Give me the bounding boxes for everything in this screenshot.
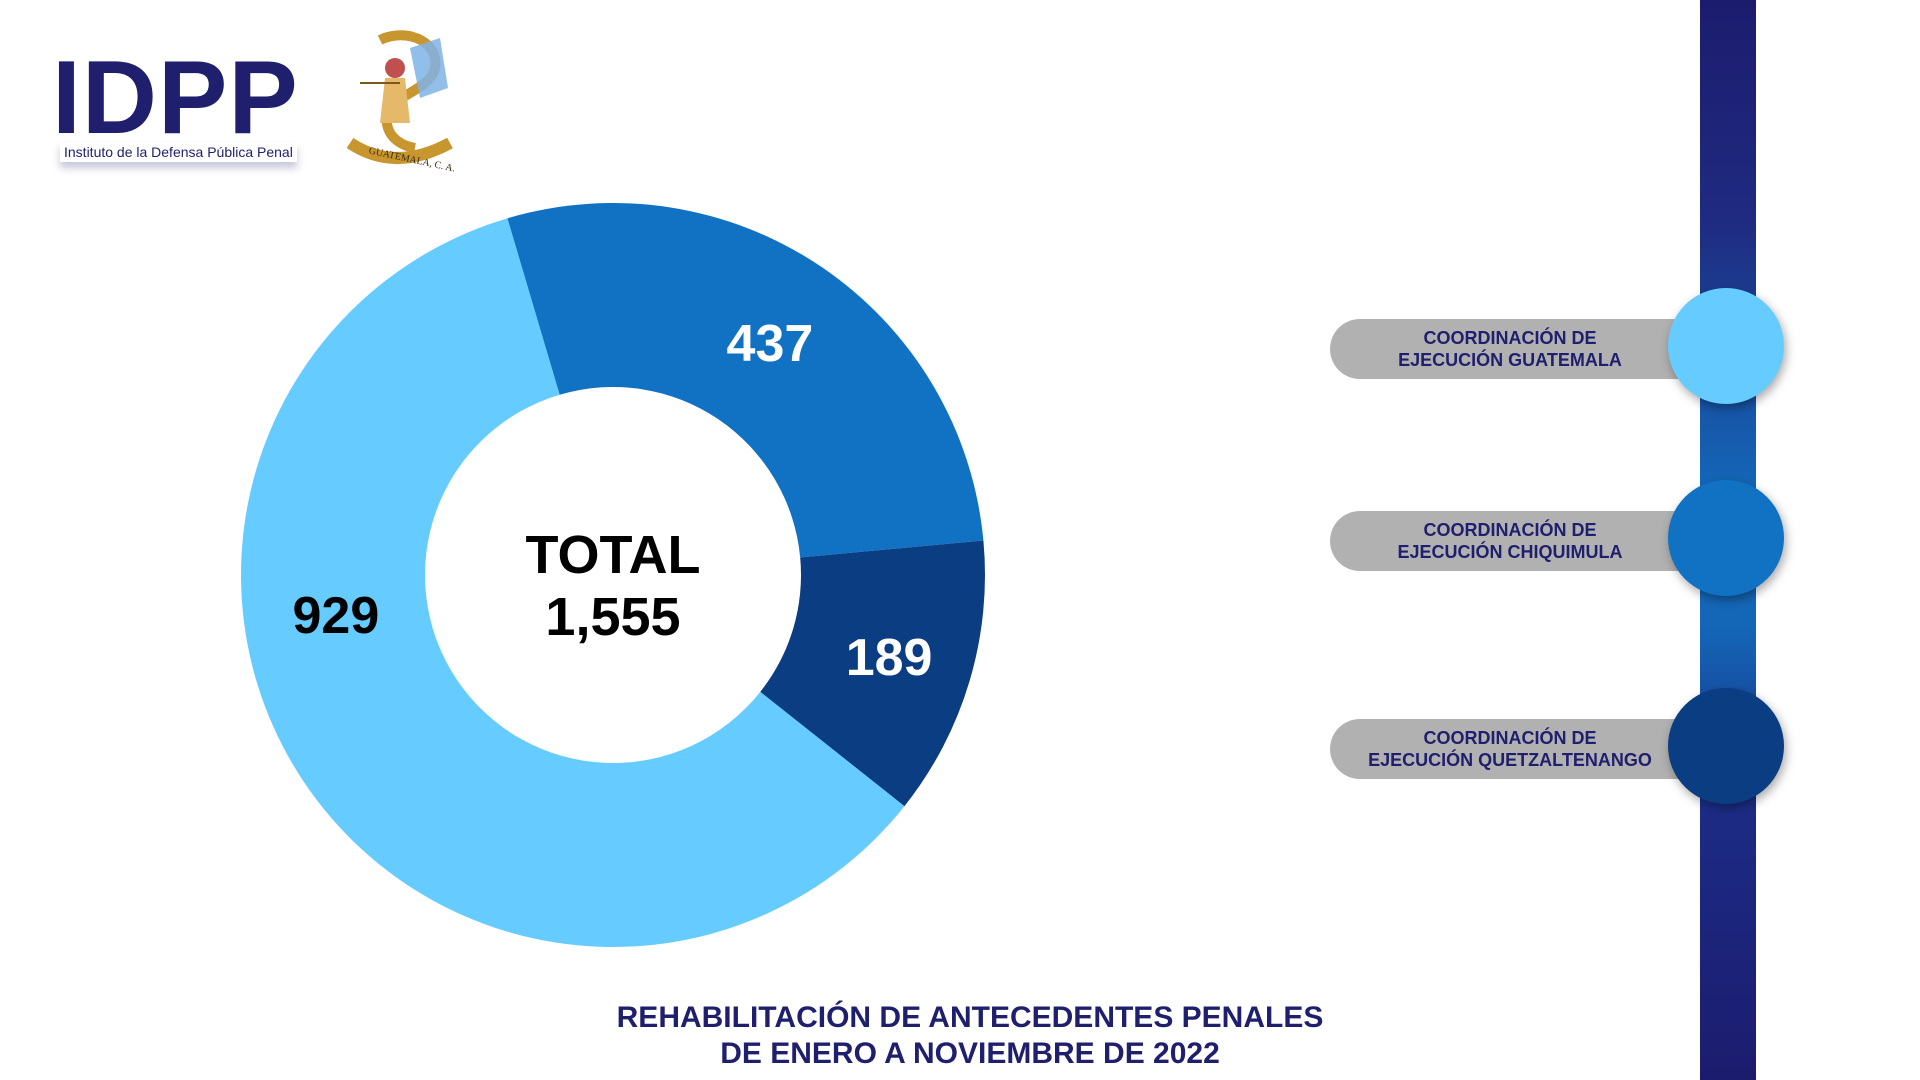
logo: IDPP Instituto de la Defensa Pública Pen… xyxy=(52,46,472,176)
legend-pill: COORDINACIÓN DE EJECUCIÓN CHIQUIMULA xyxy=(1330,511,1710,571)
legend-item-guatemala: COORDINACIÓN DE EJECUCIÓN GUATEMALA xyxy=(1330,288,1790,408)
value-label-guatemala: 929 xyxy=(292,587,379,645)
chart-title-line-2: DE ENERO A NOVIEMBRE DE 2022 xyxy=(720,1037,1220,1070)
chart-title-line-1: REHABILITACIÓN DE ANTECEDENTES PENALES xyxy=(616,1001,1324,1034)
legend-label-line-1: COORDINACIÓN DE xyxy=(1423,520,1597,540)
legend-label-line-2: EJECUCIÓN GUATEMALA xyxy=(1398,350,1622,370)
total-label: TOTAL xyxy=(526,525,701,585)
slice-quetzaltenango xyxy=(760,540,985,807)
legend-label-line-1: COORDINACIÓN DE xyxy=(1423,328,1597,348)
legend-swatch-guatemala xyxy=(1668,288,1784,404)
institution-seal-icon: GUATEMALA, C. A. xyxy=(346,30,456,175)
value-label-chiquimula: 437 xyxy=(727,315,814,373)
legend-label-line-2: EJECUCIÓN QUETZALTENANGO xyxy=(1368,750,1652,770)
legend-label-line-1: COORDINACIÓN DE xyxy=(1423,728,1597,748)
legend-swatch-chiquimula xyxy=(1668,480,1784,596)
slice-guatemala xyxy=(240,218,905,948)
logo-subtitle: Instituto de la Defensa Pública Penal xyxy=(60,142,297,162)
legend-label-line-2: EJECUCIÓN CHIQUIMULA xyxy=(1397,542,1623,562)
legend-pill: COORDINACIÓN DE EJECUCIÓN GUATEMALA xyxy=(1330,319,1710,379)
legend-pill: COORDINACIÓN DE EJECUCIÓN QUETZALTENANGO xyxy=(1330,719,1710,779)
total-value: 1,555 xyxy=(545,587,680,647)
legend-item-chiquimula: COORDINACIÓN DE EJECUCIÓN CHIQUIMULA xyxy=(1330,480,1790,600)
legend-item-quetzaltenango: COORDINACIÓN DE EJECUCIÓN QUETZALTENANGO xyxy=(1330,688,1790,808)
legend-swatch-quetzaltenango xyxy=(1668,688,1784,804)
slice-chiquimula xyxy=(507,203,984,558)
logo-wordmark: IDPP xyxy=(52,40,299,156)
value-label-quetzaltenango: 189 xyxy=(846,629,933,687)
